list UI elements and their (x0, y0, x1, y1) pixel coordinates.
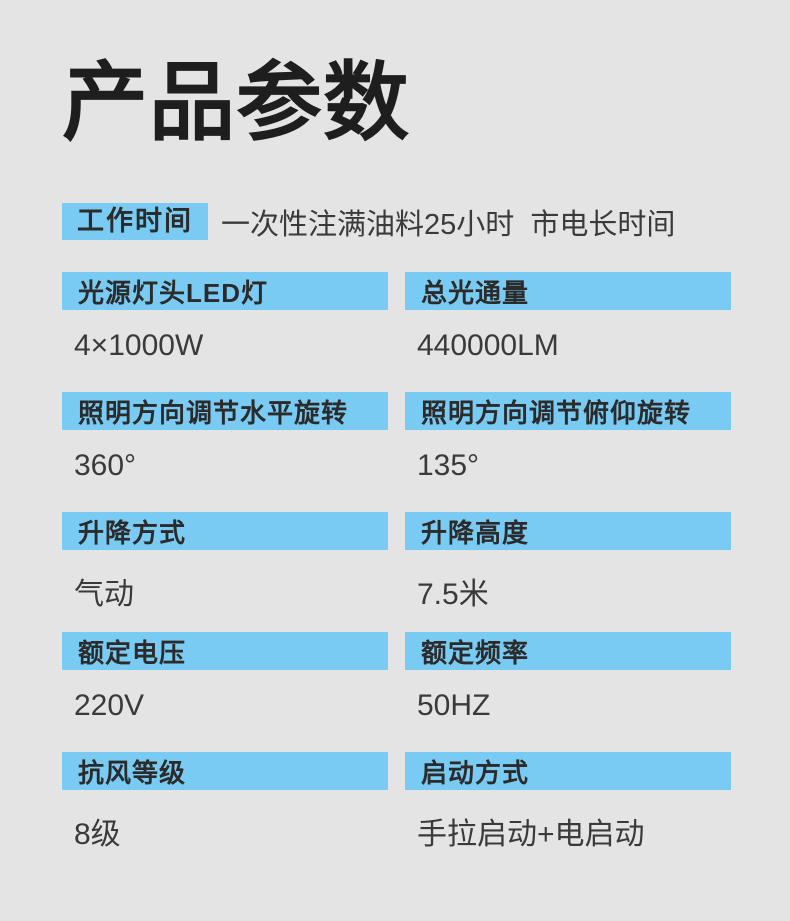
param-block-horizontal-rotation: 照明方向调节水平旋转 360° (62, 392, 388, 512)
parameter-grid: 光源灯头LED灯 4×1000W 总光通量 440000LM 照明方向调节水平旋… (62, 272, 731, 872)
param-label: 总光通量 (405, 272, 731, 310)
param-value: 220V (74, 689, 145, 722)
param-block-light-source: 光源灯头LED灯 4×1000W (62, 272, 388, 392)
param-value: 50HZ (417, 689, 491, 722)
param-value: 4×1000W (74, 329, 204, 362)
worktime-text: 一次性注满油料25小时 市电长时间 (221, 208, 676, 241)
param-label: 照明方向调节俯仰旋转 (405, 392, 731, 430)
param-value: 7.5米 (417, 578, 489, 611)
param-block-rated-frequency: 额定频率 50HZ (405, 632, 731, 752)
param-label: 额定频率 (405, 632, 731, 670)
param-value: 135° (417, 449, 480, 482)
param-block-wind-resistance: 抗风等级 8级 (62, 752, 388, 872)
product-spec-sheet: 产品参数 工作时间 一次性注满油料25小时 市电长时间 光源灯头LED灯 4×1… (62, 0, 731, 872)
param-label: 照明方向调节水平旋转 (62, 392, 388, 430)
param-block-lift-height: 升降高度 7.5米 (405, 512, 731, 632)
param-label: 启动方式 (405, 752, 731, 790)
param-value: 手拉启动+电启动 (417, 818, 645, 851)
param-block-start-method: 启动方式 手拉启动+电启动 (405, 752, 731, 872)
param-value: 440000LM (417, 329, 559, 362)
param-label: 额定电压 (62, 632, 388, 670)
param-block-tilt-rotation: 照明方向调节俯仰旋转 135° (405, 392, 731, 512)
param-block-luminous-flux: 总光通量 440000LM (405, 272, 731, 392)
param-value: 气动 (74, 578, 134, 611)
param-value: 360° (74, 449, 137, 482)
worktime-row: 工作时间 一次性注满油料25小时 市电长时间 (62, 203, 731, 241)
param-label: 升降高度 (405, 512, 731, 550)
param-block-rated-voltage: 额定电压 220V (62, 632, 388, 752)
param-block-lift-method: 升降方式 气动 (62, 512, 388, 632)
param-value: 8级 (74, 818, 121, 851)
worktime-tag: 工作时间 (62, 203, 208, 240)
param-label: 光源灯头LED灯 (62, 272, 388, 310)
param-label: 抗风等级 (62, 752, 388, 790)
page-title: 产品参数 (62, 55, 410, 151)
param-label: 升降方式 (62, 512, 388, 550)
